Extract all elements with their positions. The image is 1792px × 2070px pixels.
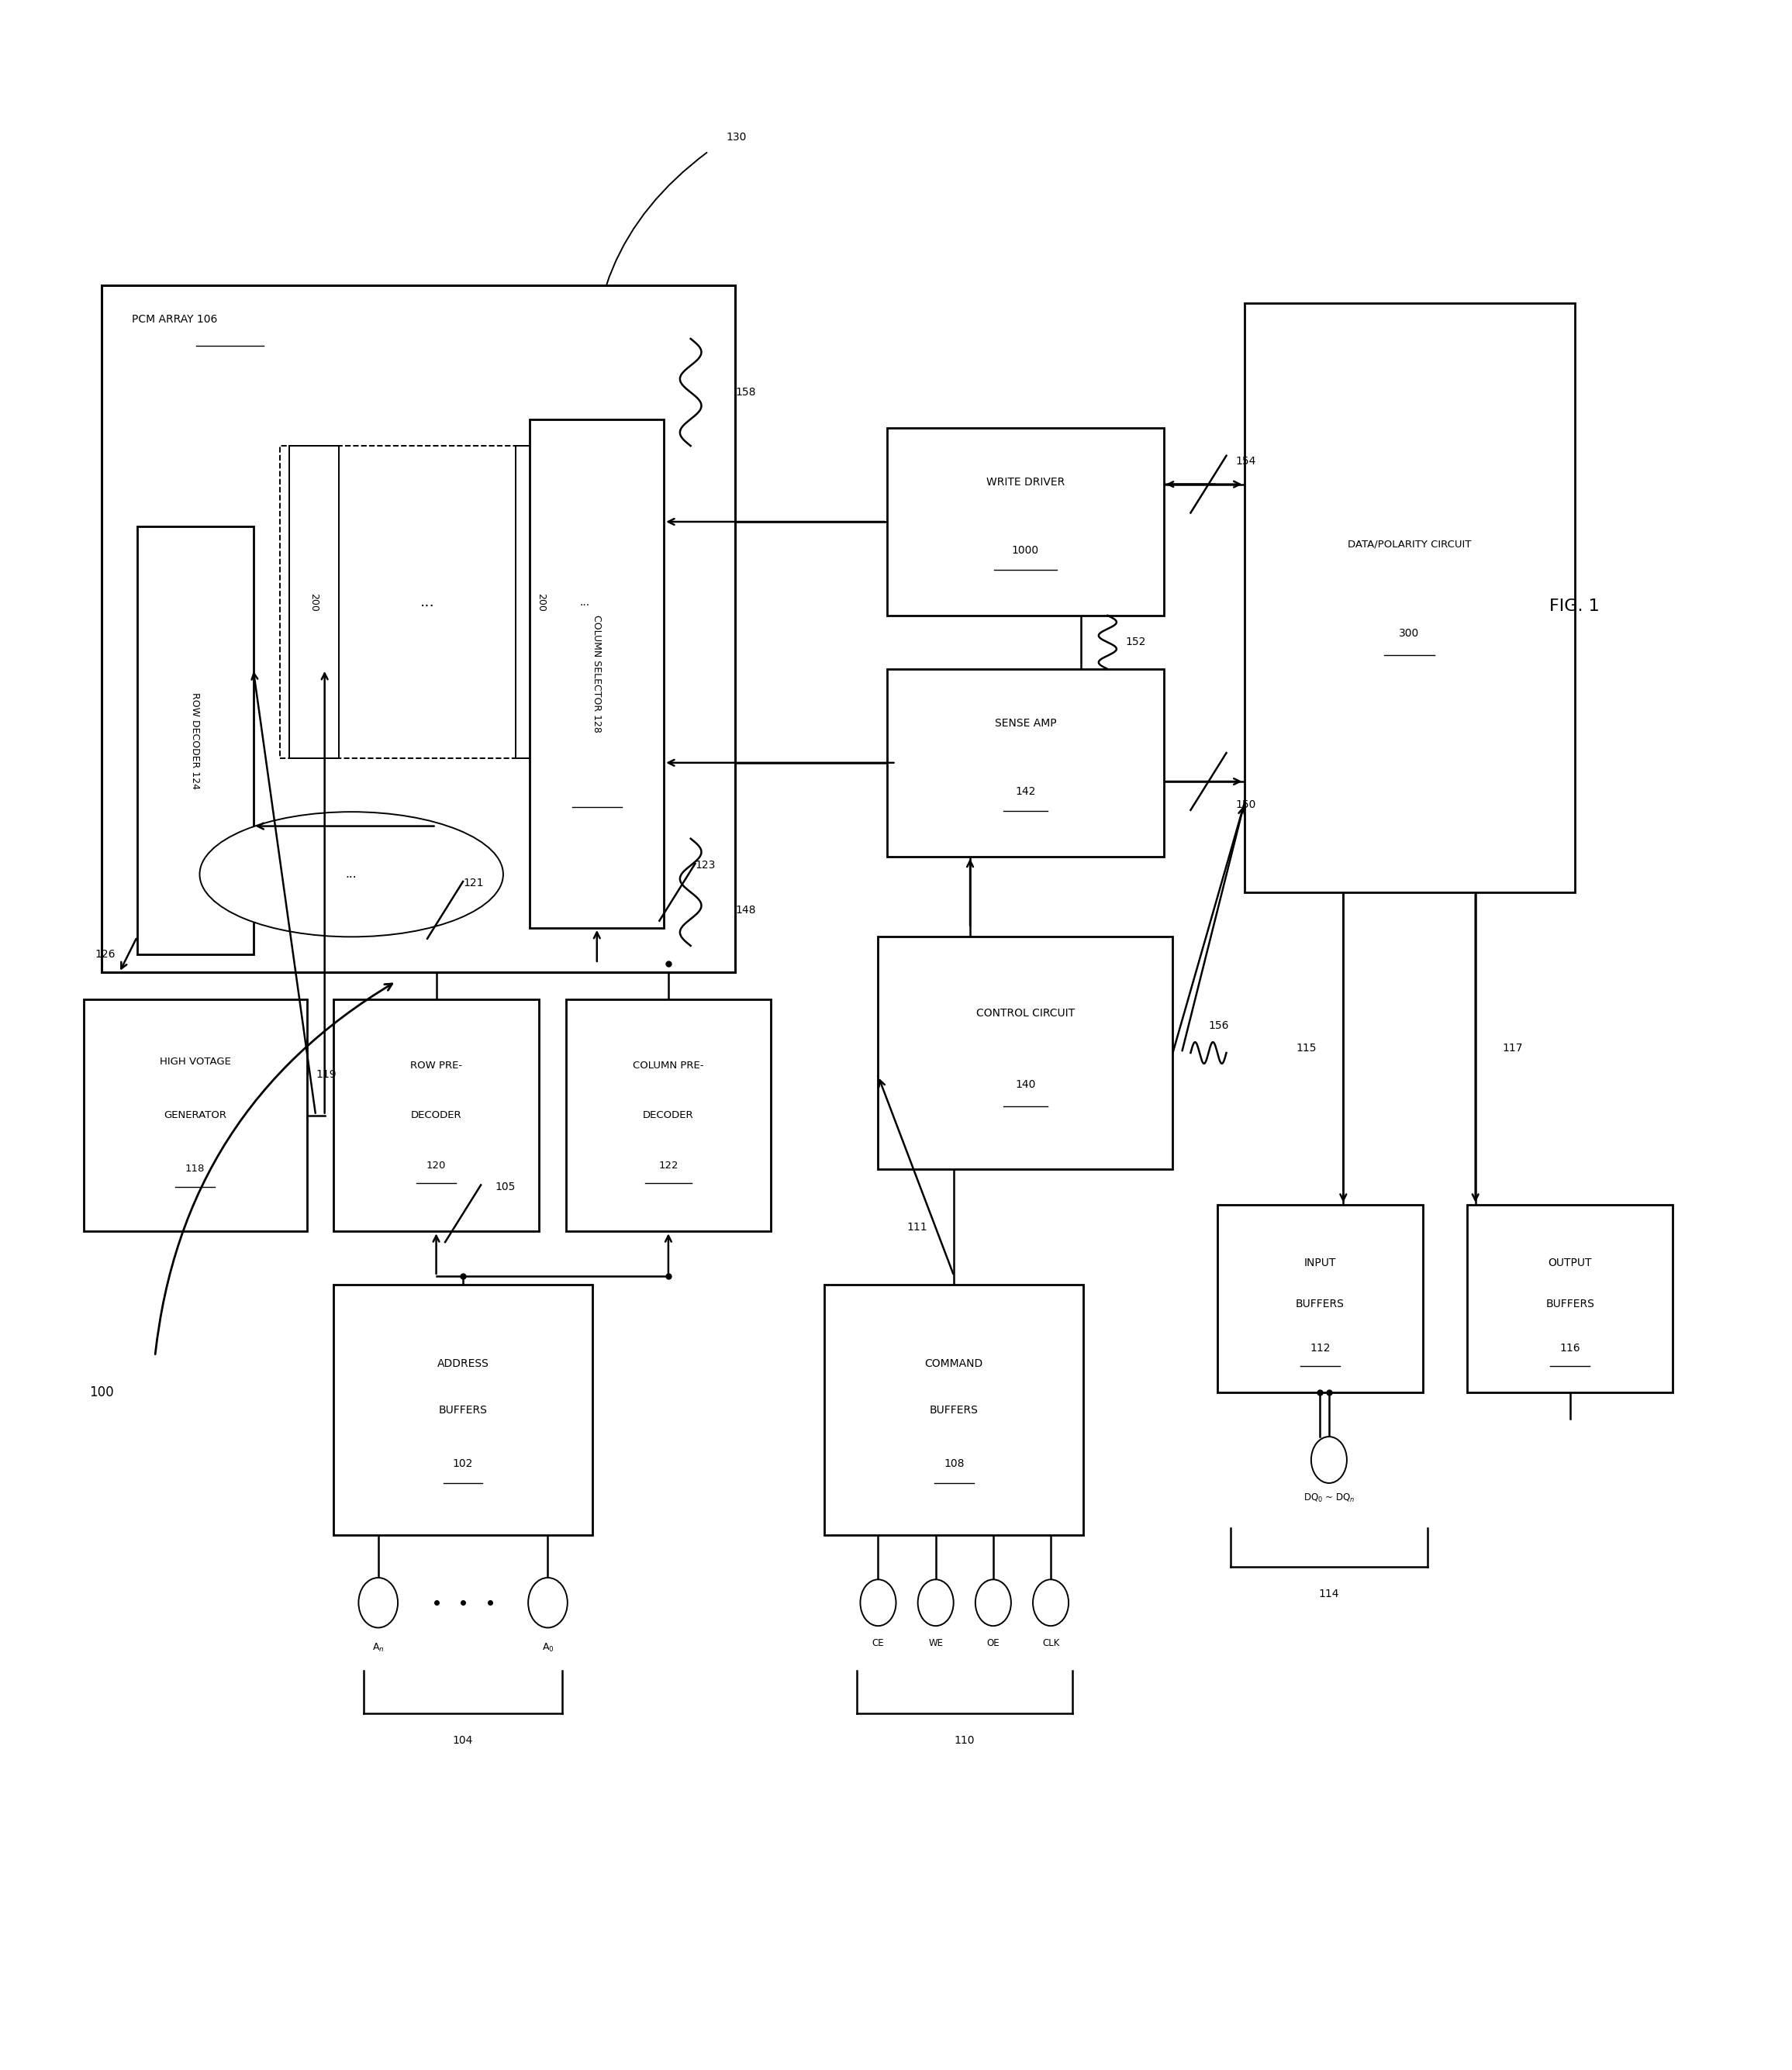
Text: 126: 126: [95, 950, 116, 960]
Ellipse shape: [358, 1577, 398, 1627]
Text: 119: 119: [315, 1068, 337, 1081]
Text: BUFFERS: BUFFERS: [1296, 1298, 1344, 1308]
Bar: [102, 286, 735, 973]
Bar: [1468, 1205, 1672, 1391]
Text: 152: 152: [1125, 638, 1145, 648]
Text: 200: 200: [308, 592, 319, 611]
Bar: [333, 1000, 539, 1232]
Text: FIG. 1: FIG. 1: [1550, 598, 1600, 615]
Text: 140: 140: [1016, 1081, 1036, 1091]
Text: BUFFERS: BUFFERS: [930, 1403, 978, 1416]
Text: 120: 120: [426, 1161, 446, 1170]
Text: 158: 158: [735, 387, 756, 397]
Text: 115: 115: [1296, 1043, 1317, 1054]
Bar: [280, 445, 575, 758]
Text: ROW DECODER 124: ROW DECODER 124: [190, 691, 201, 789]
Bar: [887, 428, 1163, 615]
Text: 156: 156: [1208, 1021, 1229, 1031]
Text: 200: 200: [536, 592, 547, 611]
Bar: [84, 1000, 306, 1232]
Ellipse shape: [1312, 1437, 1348, 1482]
Bar: [333, 1285, 593, 1534]
FancyArrowPatch shape: [593, 153, 706, 416]
Text: 114: 114: [1319, 1588, 1339, 1600]
Ellipse shape: [199, 811, 504, 938]
Text: ADDRESS: ADDRESS: [437, 1358, 489, 1368]
Text: WRITE DRIVER: WRITE DRIVER: [986, 476, 1064, 489]
Ellipse shape: [975, 1579, 1011, 1625]
Bar: [530, 418, 663, 927]
Bar: [138, 526, 253, 954]
Text: COLUMN SELECTOR 128: COLUMN SELECTOR 128: [591, 615, 602, 733]
Text: 111: 111: [907, 1221, 926, 1232]
Text: CE: CE: [873, 1637, 883, 1648]
Text: SENSE AMP: SENSE AMP: [995, 718, 1055, 729]
Text: OUTPUT: OUTPUT: [1548, 1256, 1591, 1269]
Bar: [1244, 302, 1575, 892]
Text: 142: 142: [1016, 787, 1036, 797]
Text: 154: 154: [1235, 455, 1256, 466]
Text: 121: 121: [462, 878, 484, 888]
Text: 1000: 1000: [1012, 544, 1039, 555]
Text: 102: 102: [453, 1457, 473, 1470]
Bar: [516, 445, 566, 758]
Text: OE: OE: [987, 1637, 1000, 1648]
Text: PCM ARRAY 106: PCM ARRAY 106: [133, 315, 217, 325]
Text: 118: 118: [185, 1163, 204, 1174]
Text: CONTROL CIRCUIT: CONTROL CIRCUIT: [977, 1008, 1075, 1018]
Text: 117: 117: [1502, 1043, 1523, 1054]
Text: 112: 112: [1310, 1343, 1330, 1354]
Text: CLK: CLK: [1043, 1637, 1059, 1648]
Text: 300: 300: [1400, 627, 1419, 640]
Text: 104: 104: [453, 1735, 473, 1745]
Text: ...: ...: [346, 869, 357, 880]
Bar: [289, 445, 339, 758]
Bar: [878, 938, 1172, 1170]
Text: INPUT: INPUT: [1305, 1256, 1337, 1269]
Text: BUFFERS: BUFFERS: [1546, 1298, 1595, 1308]
Bar: [824, 1285, 1084, 1534]
Ellipse shape: [529, 1577, 568, 1627]
Text: DECODER: DECODER: [643, 1110, 694, 1120]
Text: DECODER: DECODER: [410, 1110, 462, 1120]
Text: BUFFERS: BUFFERS: [439, 1403, 487, 1416]
Bar: [1217, 1205, 1423, 1391]
Text: 148: 148: [735, 905, 756, 915]
Text: WE: WE: [928, 1637, 943, 1648]
Text: ...: ...: [581, 596, 590, 607]
Text: 150: 150: [1235, 799, 1256, 809]
Text: ...: ...: [419, 594, 435, 609]
Text: 122: 122: [658, 1161, 677, 1170]
Bar: [566, 1000, 771, 1232]
Text: 100: 100: [90, 1385, 113, 1399]
Text: 116: 116: [1559, 1343, 1581, 1354]
Ellipse shape: [860, 1579, 896, 1625]
Text: DQ$_0$ ~ DQ$_n$: DQ$_0$ ~ DQ$_n$: [1303, 1492, 1355, 1503]
Ellipse shape: [1032, 1579, 1068, 1625]
Text: A$_0$: A$_0$: [541, 1642, 554, 1654]
Text: ROW PRE-: ROW PRE-: [410, 1060, 462, 1070]
Text: 110: 110: [953, 1735, 975, 1745]
Text: A$_n$: A$_n$: [373, 1642, 383, 1654]
Text: 108: 108: [944, 1457, 964, 1470]
Text: 130: 130: [726, 132, 747, 143]
Text: COMMAND: COMMAND: [925, 1358, 984, 1368]
Text: GENERATOR: GENERATOR: [163, 1110, 226, 1120]
Text: HIGH VOTAGE: HIGH VOTAGE: [159, 1058, 231, 1066]
Text: DATA/POLARITY CIRCUIT: DATA/POLARITY CIRCUIT: [1348, 538, 1471, 549]
Ellipse shape: [918, 1579, 953, 1625]
Text: 105: 105: [495, 1182, 516, 1192]
Text: 123: 123: [695, 859, 715, 871]
Bar: [887, 669, 1163, 857]
Text: COLUMN PRE-: COLUMN PRE-: [633, 1060, 704, 1070]
